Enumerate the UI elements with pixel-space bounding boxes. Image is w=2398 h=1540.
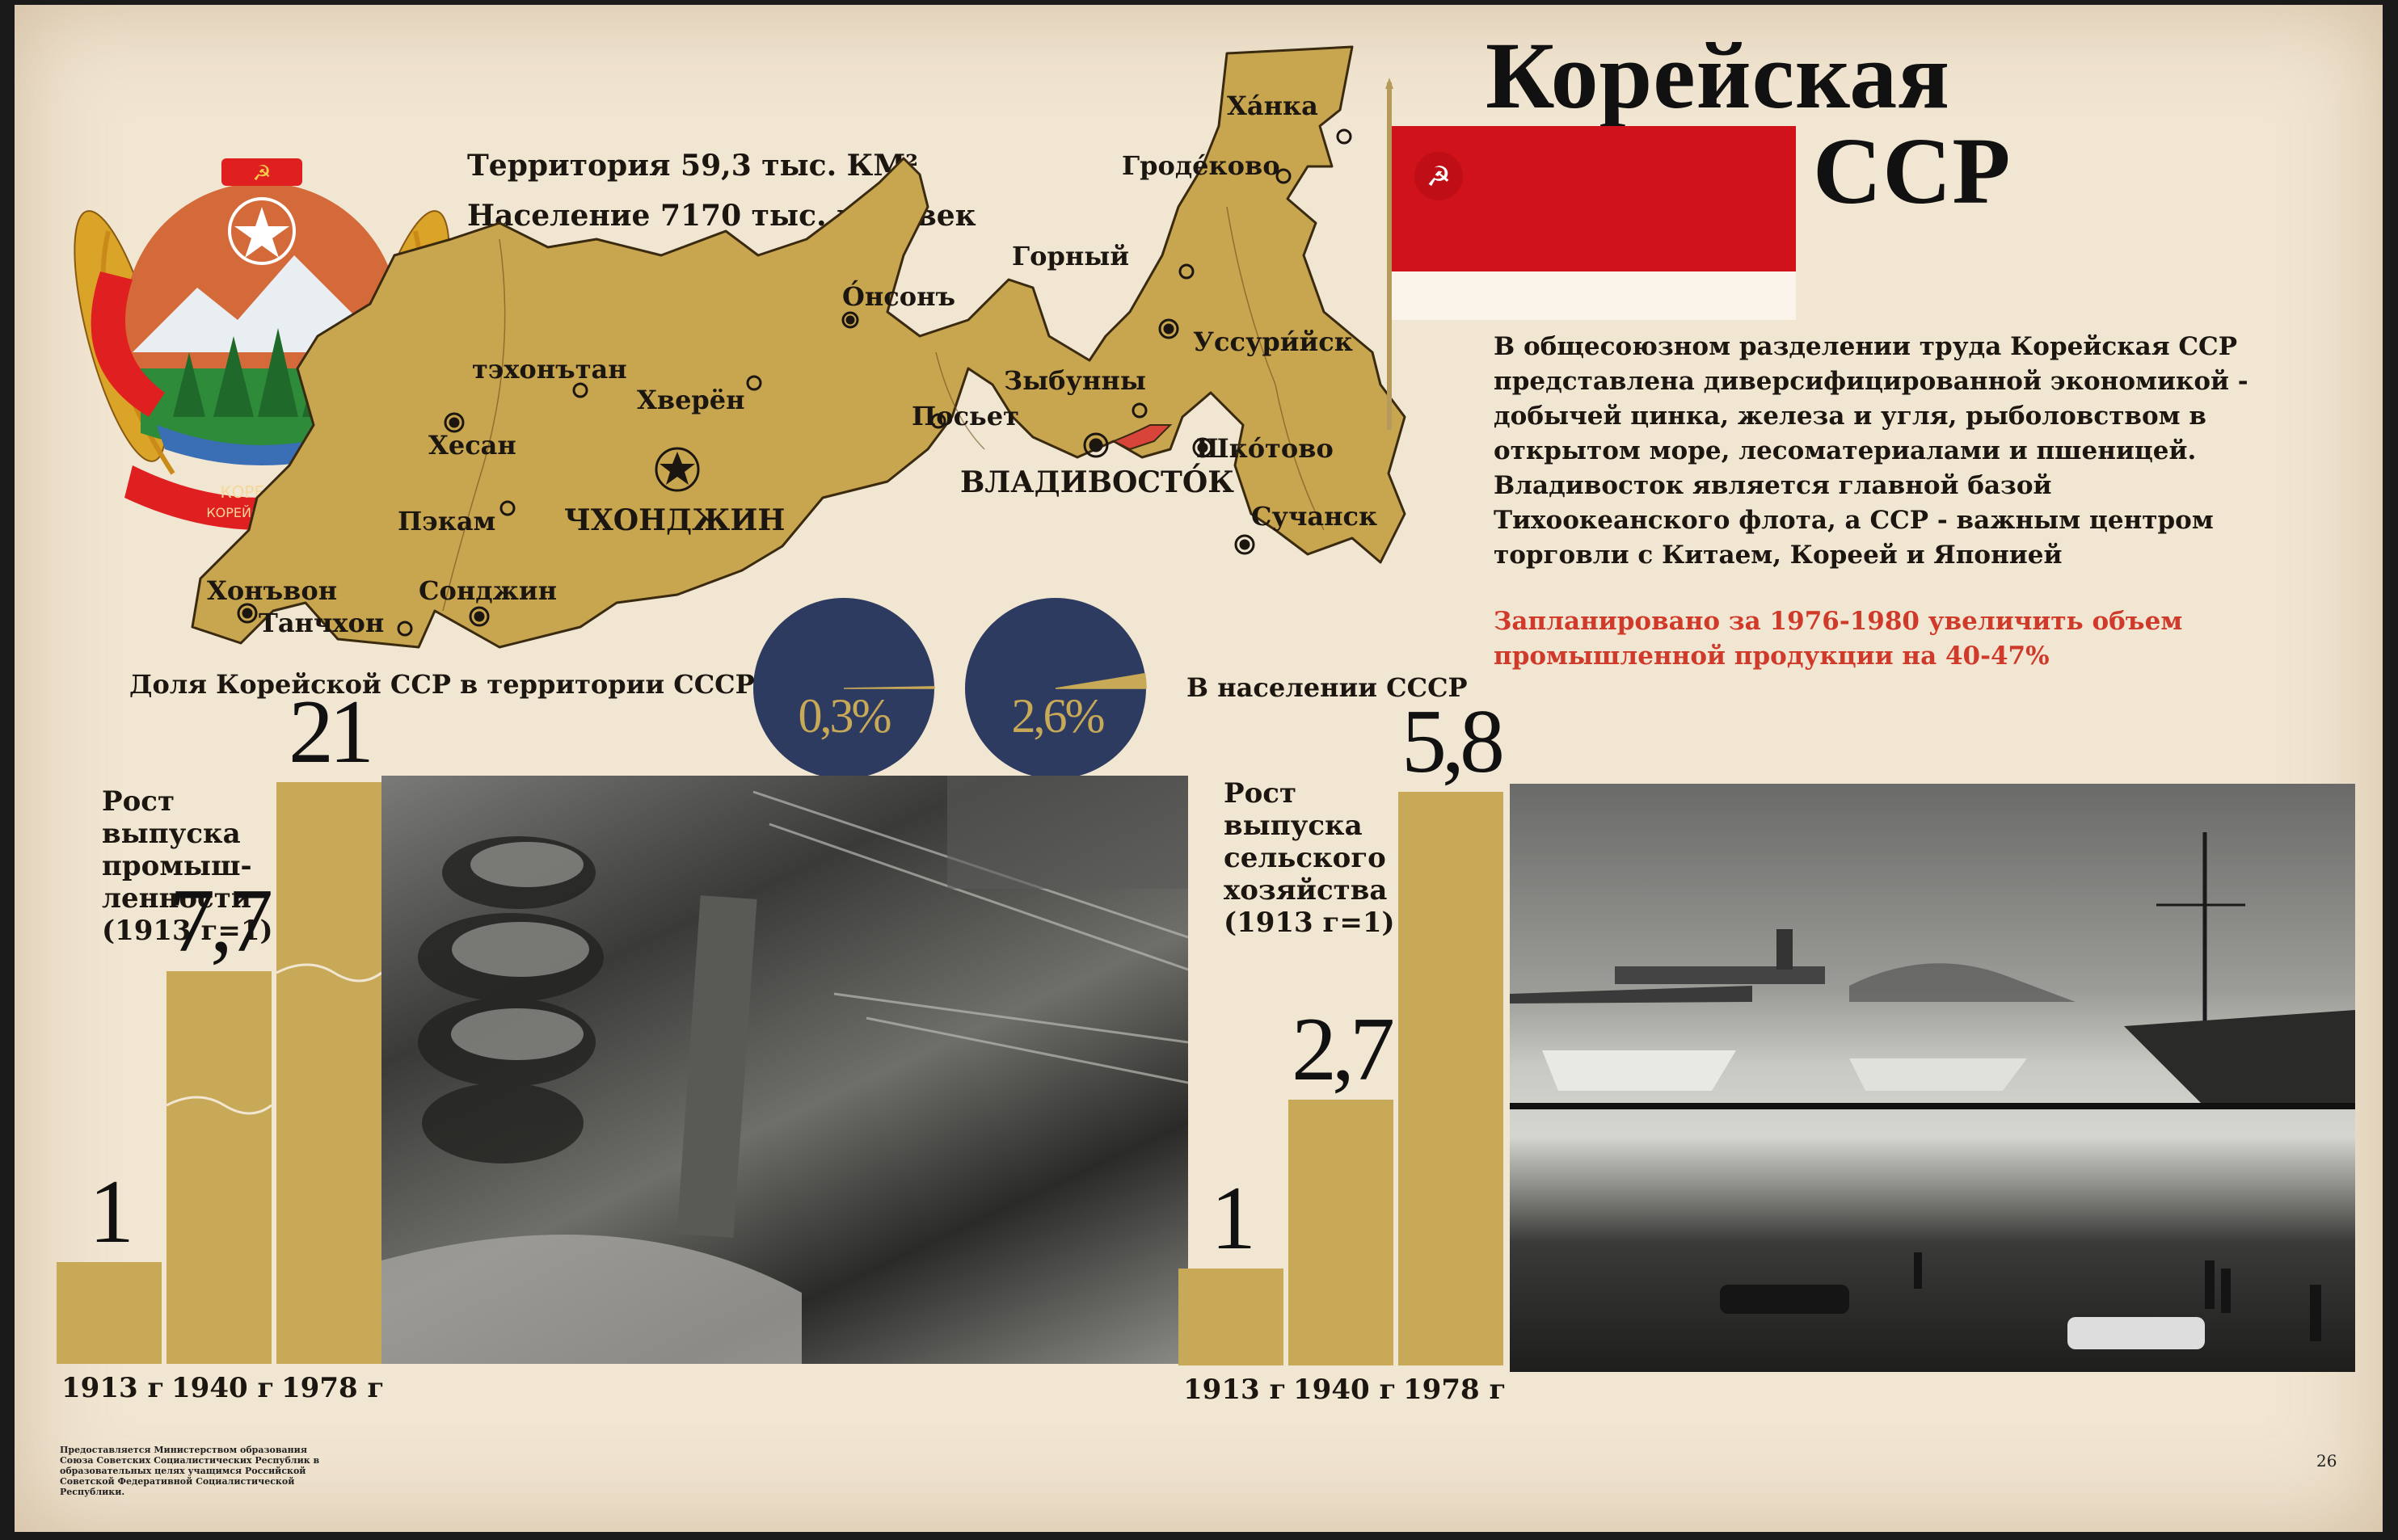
production-plan-note: Запланировано за 1976-1980 увеличить объ… [1494, 607, 2183, 671]
agriculture-category-label: 1913 г [1183, 1374, 1287, 1406]
population-share-value: 2,6% [1011, 689, 1106, 743]
agriculture-category-label: 1978 г [1403, 1374, 1507, 1406]
agriculture-chart-title-line: выпуска [1224, 810, 1363, 842]
svg-text:☭: ☭ [252, 162, 271, 186]
industry-value-label: 1 [89, 1162, 134, 1262]
city-label-ussuriysk: Уссури́йск [1193, 326, 1353, 357]
capital-star-icon [655, 447, 700, 492]
flag-hammer-sickle-icon: ☭ [1414, 152, 1463, 200]
industry-category-label: 1913 г [61, 1372, 165, 1404]
territory-share-slice [843, 686, 935, 689]
scale-break-mark [276, 963, 381, 982]
agriculture-bar [1178, 1269, 1283, 1365]
agriculture-chart-title-line: (1913 г=1) [1224, 907, 1395, 939]
industry-bar [276, 782, 381, 1364]
city-label-tanchhon: Танчхон [259, 608, 385, 638]
industry-chart-title-line: промыш- [102, 850, 252, 882]
territory-share-pie [753, 598, 935, 779]
city-label-tehontan: тэхонътан [472, 354, 627, 385]
territory-share-label: Доля Корейской ССР в территории СССР [129, 669, 755, 700]
agriculture-chart-title-line: Рост [1224, 777, 1297, 810]
industry-bar [57, 1262, 162, 1364]
city-label-shkotovo: Шко́тово [1196, 433, 1334, 464]
city-label-suchansk: Сучанск [1251, 501, 1378, 532]
city-label-honvon: Хонъвон [207, 575, 338, 606]
ssr-flag: ☭ [1385, 78, 1796, 430]
city-label-sondzhin: Сонджин [419, 575, 558, 606]
industry-bar [166, 971, 272, 1364]
industry-category-label: 1940 г [171, 1372, 275, 1404]
map-landmass [191, 45, 1406, 649]
city-label-onsong: О́нсонъ [842, 281, 956, 312]
agriculture-value-label: 5,8 [1401, 692, 1505, 792]
page-title-line-2: ССР [1813, 118, 2012, 224]
footnote: Предоставляется Министерством образовани… [60, 1445, 320, 1497]
industry-chart-title-line: (1913 г=1) [102, 915, 273, 947]
territory-stat: Территория 59,3 тыс. КМ² [467, 149, 919, 183]
industry-chart-title-line: ленности [102, 882, 252, 915]
territory-share-value: 0,3% [798, 689, 892, 743]
industry-value-label: 21 [289, 682, 374, 782]
scale-break-mark [166, 1096, 272, 1115]
agriculture-chart-title: Рост выпуска сельского хозяйства (1913 г… [1224, 777, 1395, 939]
agriculture-bar [1398, 792, 1503, 1365]
population-share-label: В населении СССР [1186, 672, 1468, 703]
city-label-posyet: Посьет [912, 401, 1019, 431]
industry-chart-title: Рост выпуска промыш- ленности (1913 г=1) [102, 785, 273, 947]
city-label-hanka: Ха́нка [1227, 90, 1318, 121]
industry-value-label: 7,7 [170, 871, 273, 972]
harbor-photo [1510, 784, 2355, 1372]
city-label-grodekovo: Гроде́ково [1122, 150, 1280, 181]
region-map [191, 45, 1406, 649]
agriculture-chart-title-line: хозяйства [1224, 874, 1388, 907]
agriculture-value-label: 1 [1211, 1168, 1256, 1269]
city-label-gorny: Горный [1012, 241, 1130, 271]
poster-sheet: КОРЕ ССК КОРЕЙСКАЯ ССР ☭ Территория 59,3… [15, 5, 2383, 1532]
industry-chart-title-line: выпуска [102, 818, 241, 850]
page-number: 26 [2316, 1451, 2337, 1471]
city-label-pekam: Пэкам [398, 506, 496, 536]
city-label-hveryon: Хверён [637, 385, 745, 415]
economy-description: В общесоюзном разделении труда Корейская… [1494, 332, 2248, 570]
industry-chart-title-line: Рост [102, 785, 175, 818]
agriculture-bar [1288, 1100, 1393, 1365]
industrial-site-photo [381, 776, 1188, 1364]
hammer-sickle-icon: ☭ [221, 158, 302, 186]
population-share-pie [965, 598, 1147, 779]
industry-category-label: 1978 г [281, 1372, 385, 1404]
agriculture-category-label: 1940 г [1293, 1374, 1397, 1406]
city-label-zybunny: Зыбунны [1004, 365, 1146, 396]
population-share-slice [1055, 672, 1147, 689]
page-title-line-1: Корейская [1486, 23, 1951, 128]
city-label-hesan: Хесан [428, 430, 516, 461]
svg-text:☭: ☭ [1427, 161, 1451, 193]
city-label-vladivostok: ВЛАДИВОСТО́К [960, 465, 1234, 499]
agriculture-chart-title-line: сельского [1224, 842, 1386, 874]
agriculture-value-label: 2,7 [1292, 999, 1395, 1100]
city-label-chkhondzhin: ЧХОНДЖИН [564, 503, 786, 537]
